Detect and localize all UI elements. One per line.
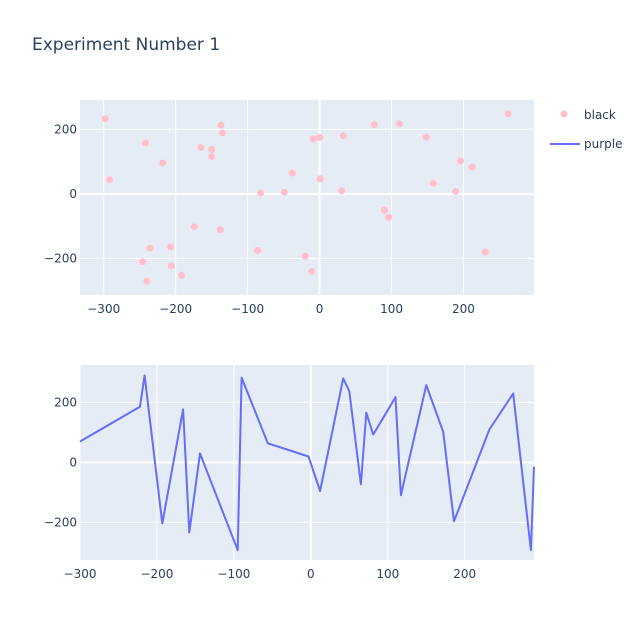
x-tick-label: 100 <box>376 567 399 581</box>
y-tick-label: 0 <box>69 187 77 201</box>
scatter-point[interactable] <box>338 187 346 195</box>
plot-background <box>80 100 534 295</box>
scatter-point[interactable] <box>208 152 216 160</box>
scatter-point[interactable] <box>146 244 154 252</box>
x-tick-label: −200 <box>140 567 173 581</box>
x-tick-label: 100 <box>380 302 403 316</box>
series-line-purple[interactable] <box>79 374 535 552</box>
scatter-point[interactable] <box>429 179 437 187</box>
scatter-point[interactable] <box>197 143 205 151</box>
scatter-point[interactable] <box>159 159 167 167</box>
scatter-point[interactable] <box>280 188 288 196</box>
x-tick-label: −200 <box>159 302 192 316</box>
scatter-point[interactable] <box>380 206 388 214</box>
scatter-point[interactable] <box>308 267 316 275</box>
scatter-subplot: −300 −200 −100 0 100 200 −200 0 200 <box>44 100 534 316</box>
scatter-point[interactable] <box>309 135 317 143</box>
x-tick-label: 200 <box>452 302 475 316</box>
line-subplot: −300 −200 −100 0 100 200 −200 0 200 <box>44 365 535 581</box>
scatter-point[interactable] <box>143 277 151 285</box>
scatter-point[interactable] <box>385 213 393 221</box>
scatter-point[interactable] <box>101 115 109 123</box>
scatter-point[interactable] <box>190 223 198 231</box>
x-tick-label: 0 <box>307 567 315 581</box>
scatter-point[interactable] <box>395 120 403 128</box>
y-tick-label: 0 <box>69 456 77 470</box>
x-tick-label: 0 <box>316 302 324 316</box>
legend-item-purple[interactable]: purple <box>550 137 623 151</box>
scatter-point[interactable] <box>422 133 430 141</box>
scatter-point[interactable] <box>139 258 147 266</box>
scatter-point[interactable] <box>452 187 460 195</box>
scatter-point[interactable] <box>481 248 489 256</box>
scatter-point[interactable] <box>141 139 149 147</box>
scatter-point[interactable] <box>105 176 113 184</box>
scatter-point[interactable] <box>177 271 185 279</box>
scatter-point[interactable] <box>257 189 265 197</box>
legend-label-purple: purple <box>584 137 623 151</box>
scatter-point[interactable] <box>254 246 262 254</box>
scatter-point[interactable] <box>339 132 347 140</box>
y-tick-label: −200 <box>44 516 77 530</box>
x-tick-label: −100 <box>231 302 264 316</box>
y-tick-label: 200 <box>54 396 77 410</box>
x-tick-label: −300 <box>64 567 97 581</box>
x-tick-label: −300 <box>87 302 120 316</box>
legend-item-black[interactable]: black <box>560 108 616 122</box>
chart-title: Experiment Number 1 <box>32 35 220 55</box>
scatter-point[interactable] <box>504 110 512 118</box>
scatter-point[interactable] <box>468 163 476 171</box>
scatter-point[interactable] <box>217 121 225 129</box>
scatter-point[interactable] <box>316 175 324 183</box>
legend-marker-black <box>560 110 568 118</box>
scatter-point[interactable] <box>457 157 465 165</box>
x-tick-label: 200 <box>453 567 476 581</box>
y-tick-label: 200 <box>54 122 77 136</box>
scatter-point[interactable] <box>216 226 224 234</box>
scatter-point[interactable] <box>370 121 378 129</box>
y-tick-label: −200 <box>44 252 77 266</box>
scatter-point[interactable] <box>316 133 324 141</box>
legend-label-black: black <box>584 108 616 122</box>
scatter-point[interactable] <box>301 252 309 260</box>
scatter-point[interactable] <box>218 129 226 137</box>
scatter-point[interactable] <box>288 169 296 177</box>
x-tick-label: −100 <box>217 567 250 581</box>
scatter-point[interactable] <box>208 145 216 153</box>
scatter-point[interactable] <box>167 243 175 251</box>
scatter-point[interactable] <box>167 262 175 270</box>
chart-legend[interactable]: black purple <box>550 108 623 151</box>
